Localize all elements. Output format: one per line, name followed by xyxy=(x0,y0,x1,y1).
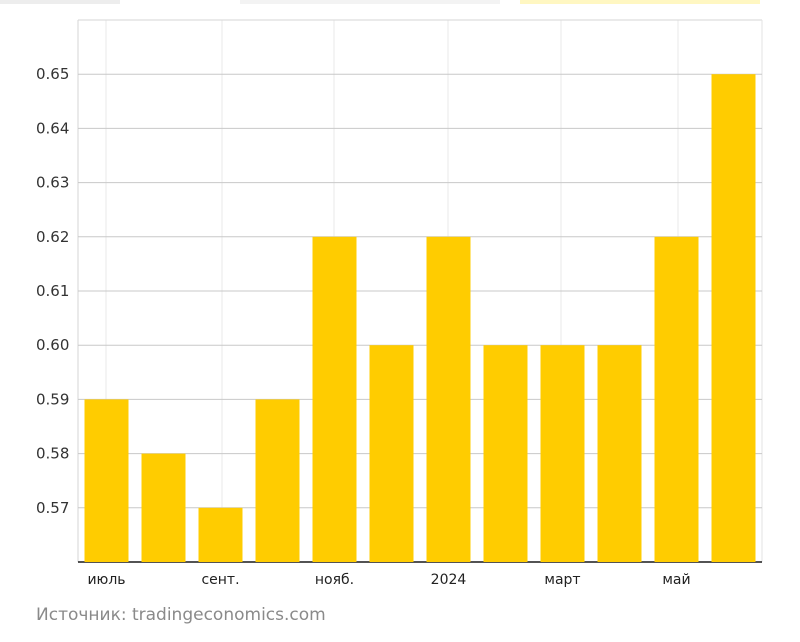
bar xyxy=(198,507,243,562)
y-tick-label: 0.60 xyxy=(36,336,69,354)
y-tick-label: 0.63 xyxy=(36,174,69,192)
y-tick-label: 0.65 xyxy=(36,65,69,83)
y-tick-label: 0.57 xyxy=(36,499,69,517)
x-tick-label: сент. xyxy=(201,572,239,588)
x-tick-label: июль xyxy=(87,572,125,588)
bar xyxy=(255,399,300,562)
y-tick-label: 0.61 xyxy=(36,282,69,300)
bar xyxy=(711,74,756,562)
x-tick-label: нояб. xyxy=(315,572,354,588)
y-tick-label: 0.59 xyxy=(36,390,69,408)
y-tick-label: 0.64 xyxy=(36,119,69,137)
bar xyxy=(540,345,585,562)
x-tick-label: май xyxy=(662,572,690,588)
bar xyxy=(312,236,357,563)
y-tick-label: 0.58 xyxy=(36,445,69,463)
bars xyxy=(84,74,756,563)
bar xyxy=(483,345,528,562)
x-tick-label: март xyxy=(544,572,580,588)
source-note: Источник: tradingeconomics.com xyxy=(36,605,326,625)
bar xyxy=(597,345,642,562)
x-tick-label: 2024 xyxy=(431,572,467,588)
top-decoration xyxy=(0,0,760,4)
bar xyxy=(141,453,186,562)
bar xyxy=(369,345,414,562)
bar xyxy=(426,236,471,563)
gridlines xyxy=(77,19,763,563)
bar xyxy=(654,236,699,563)
y-tick-label: 0.62 xyxy=(36,228,69,246)
y-axis-ticks: 0.57 0.58 0.59 0.60 0.61 0.62 0.63 0.64 0.65 xyxy=(36,65,69,517)
x-axis-ticks: июль сент. нояб. 2024 март май xyxy=(87,572,690,588)
bar xyxy=(84,399,129,562)
